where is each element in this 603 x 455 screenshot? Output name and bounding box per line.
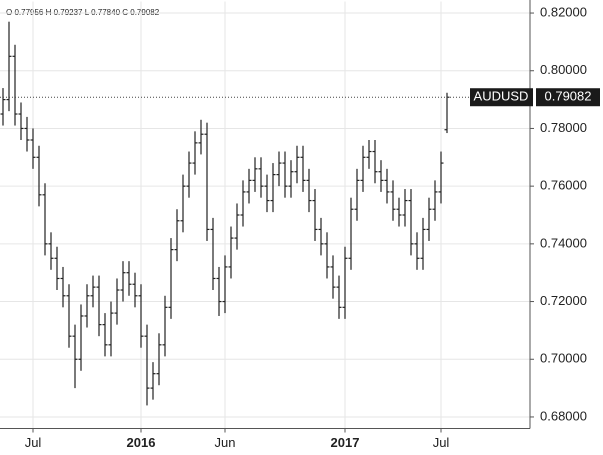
y-tick-label: 0.68000: [540, 408, 587, 423]
x-tick-label: Jul: [25, 435, 42, 450]
x-tick-label: 2016: [127, 435, 156, 450]
y-tick-label: 0.72000: [540, 293, 587, 308]
y-tick-label: 0.76000: [540, 178, 587, 193]
y-tick-label: 0.78000: [540, 120, 587, 135]
y-tick-label: 0.82000: [540, 4, 587, 19]
symbol-tag: [470, 88, 533, 107]
x-tick-label: 2017: [331, 435, 360, 450]
y-tick-label: 0.80000: [540, 62, 587, 77]
x-tick-label: Jul: [433, 435, 450, 450]
last-price-tag: [536, 88, 600, 107]
symbol-label: AUDUSD: [474, 89, 529, 104]
y-tick-label: 0.74000: [540, 235, 587, 250]
last-price-label: 0.79082: [545, 89, 592, 104]
y-tick-label: 0.70000: [540, 351, 587, 366]
x-tick-label: Jun: [215, 435, 236, 450]
